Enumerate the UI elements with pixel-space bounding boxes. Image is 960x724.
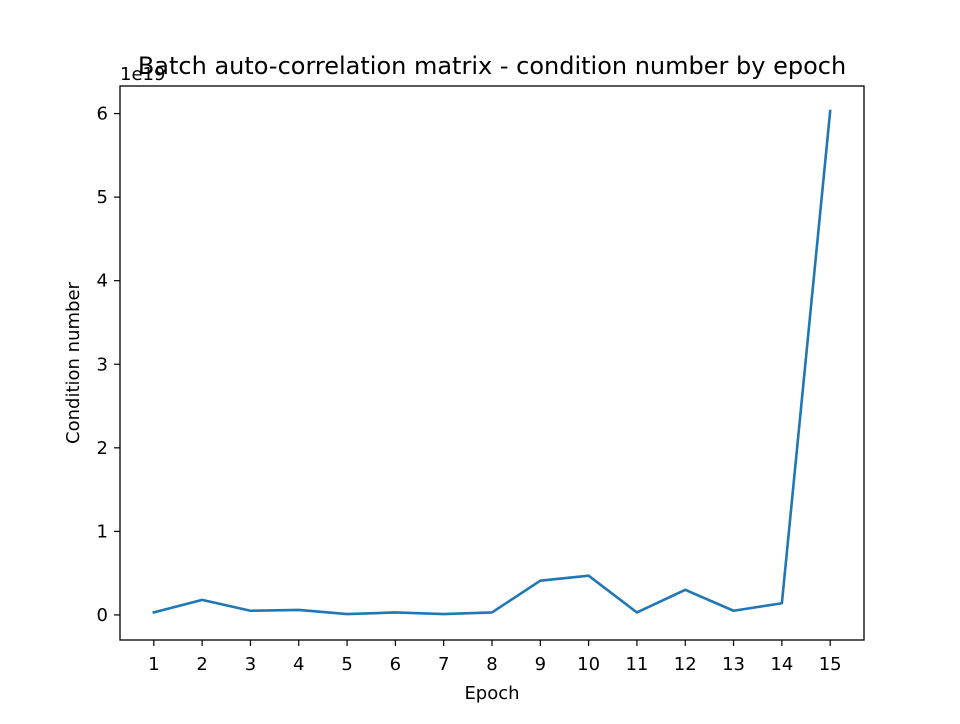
y-axis-offset-label: 1e19	[120, 64, 165, 85]
y-tick-label: 6	[97, 104, 108, 125]
x-tick-label: 5	[341, 654, 352, 675]
x-tick-label: 6	[390, 654, 401, 675]
x-tick-label: 11	[625, 654, 648, 675]
y-tick-label: 2	[97, 438, 108, 459]
y-tick-label: 0	[97, 605, 108, 626]
y-axis-label: Condition number	[63, 281, 84, 443]
x-tick-label: 9	[535, 654, 546, 675]
x-tick-label: 4	[293, 654, 304, 675]
x-tick-label: 14	[770, 654, 793, 675]
x-tick-label: 15	[819, 654, 842, 675]
y-tick-label: 1	[97, 521, 108, 542]
y-tick-label: 4	[97, 271, 108, 292]
chart-title: Batch auto-correlation matrix - conditio…	[138, 52, 846, 80]
x-tick-label: 2	[196, 654, 207, 675]
x-tick-label: 1	[148, 654, 159, 675]
x-tick-label: 13	[722, 654, 745, 675]
plot-background	[120, 86, 864, 640]
x-axis: 1 2 3 4 5 6 7 8 9 10 11 12 13 14 15	[148, 640, 842, 675]
x-tick-label: 7	[438, 654, 449, 675]
x-tick-label: 12	[674, 654, 697, 675]
x-axis-label: Epoch	[464, 683, 519, 704]
y-tick-label: 5	[97, 187, 108, 208]
series-layer	[152, 109, 832, 616]
x-tick-label: 3	[245, 654, 256, 675]
y-tick-label: 3	[97, 354, 108, 375]
plot-area	[119, 85, 865, 641]
y-axis: 0 1 2 3 4 5 6	[97, 104, 120, 626]
x-tick-label: 8	[486, 654, 497, 675]
x-tick-label: 10	[577, 654, 600, 675]
series-line-0	[152, 109, 832, 616]
